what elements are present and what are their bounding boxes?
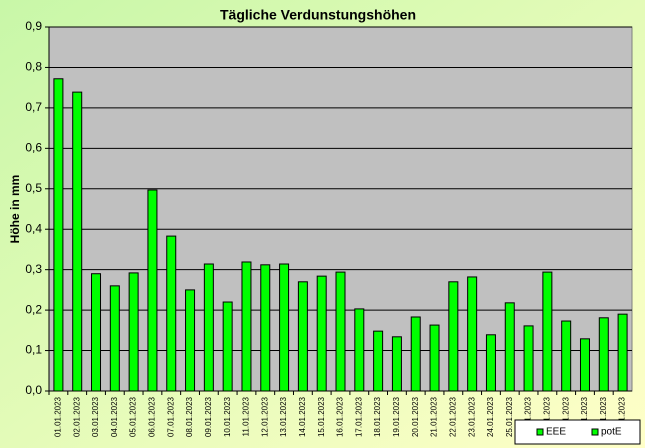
- legend-swatch: [536, 428, 544, 436]
- x-tick-label: 08.01.2023: [185, 396, 194, 437]
- bar: [147, 189, 158, 392]
- bar: [203, 263, 214, 392]
- x-tick-label: 06.01.2023: [148, 396, 157, 437]
- bar: [542, 271, 553, 392]
- x-tick-label: 05.01.2023: [129, 396, 138, 437]
- x-tick-label: 22.01.2023: [448, 396, 457, 437]
- bar: [185, 289, 196, 392]
- bar: [91, 273, 102, 392]
- bar: [561, 320, 572, 392]
- x-tick-label: 15.01.2023: [317, 396, 326, 437]
- x-tick-label: 18.01.2023: [373, 396, 382, 437]
- x-tick-label: 29.01.2023: [580, 396, 589, 437]
- x-tick-label: 30.01.2023: [599, 396, 608, 437]
- legend-label: EEE: [546, 427, 566, 438]
- x-tick-label: 12.01.2023: [260, 396, 269, 437]
- x-tick-label: 10.01.2023: [223, 396, 232, 437]
- x-tick-label: 26.01.2023: [524, 396, 533, 437]
- bar: [448, 281, 459, 392]
- bar: [579, 338, 590, 392]
- bar: [391, 336, 402, 392]
- legend-box: [514, 419, 641, 445]
- x-tick-label: 21.01.2023: [430, 396, 439, 437]
- x-tick-label: 31.01.2023: [618, 396, 627, 437]
- x-tick-label: 11.01.2023: [242, 396, 251, 436]
- x-tick-label: 25.01.2023: [505, 396, 514, 437]
- bar: [354, 308, 365, 392]
- y-tick-label: 0,9: [25, 19, 42, 33]
- y-tick-label: 0,4: [25, 221, 42, 235]
- bar: [467, 276, 478, 392]
- bar: [109, 285, 120, 392]
- y-tick-label: 0,3: [25, 262, 42, 276]
- bar: [335, 271, 346, 392]
- bar: [53, 78, 64, 392]
- x-tick-label: 13.01.2023: [279, 396, 288, 437]
- legend-label: potE: [601, 427, 622, 438]
- bar: [504, 302, 515, 392]
- x-tick-label: 14.01.2023: [298, 396, 307, 437]
- bar: [410, 316, 421, 392]
- x-tick-label: 16.01.2023: [336, 396, 345, 437]
- bar: [241, 261, 252, 392]
- bar: [260, 264, 271, 392]
- y-tick-label: 0,2: [25, 302, 42, 316]
- y-tick-label: 0,7: [25, 100, 42, 114]
- x-tick-label: 17.01.2023: [354, 396, 363, 437]
- y-tick-label: 0,6: [25, 141, 42, 155]
- x-tick-label: 03.01.2023: [91, 396, 100, 437]
- bar: [316, 275, 327, 392]
- y-tick-label: 0,5: [25, 181, 42, 195]
- x-tick-label: 07.01.2023: [166, 396, 175, 437]
- x-tick-label: 27.01.2023: [542, 396, 551, 437]
- bar: [598, 317, 609, 392]
- x-tick-label: 20.01.2023: [411, 396, 420, 437]
- x-tick-label: 04.01.2023: [110, 396, 119, 437]
- bar: [373, 330, 384, 392]
- x-tick-label: 09.01.2023: [204, 396, 213, 437]
- bar: [429, 324, 440, 392]
- bar: [72, 91, 83, 392]
- y-tick-label: 0,0: [25, 383, 42, 397]
- y-axis-label: Höhe in mm: [8, 175, 22, 244]
- bar: [617, 313, 628, 392]
- x-tick-label: 02.01.2023: [72, 396, 81, 437]
- bar: [128, 272, 139, 392]
- legend-swatch: [591, 428, 599, 436]
- bar: [485, 334, 496, 392]
- y-tick-label: 0,1: [25, 343, 42, 357]
- bar: [222, 301, 233, 392]
- y-tick-label: 0,8: [25, 60, 42, 74]
- chart-title: Tägliche Verdunstungshöhen: [220, 7, 416, 23]
- bar: [523, 325, 534, 392]
- bar: [279, 263, 290, 392]
- x-tick-label: 24.01.2023: [486, 396, 495, 437]
- bar: [166, 235, 177, 392]
- x-tick-label: 19.01.2023: [392, 396, 401, 437]
- x-tick-label: 01.01.2023: [54, 396, 63, 437]
- bar: [297, 281, 308, 392]
- x-tick-label: 23.01.2023: [467, 396, 476, 437]
- x-tick-label: 28.01.2023: [561, 396, 570, 437]
